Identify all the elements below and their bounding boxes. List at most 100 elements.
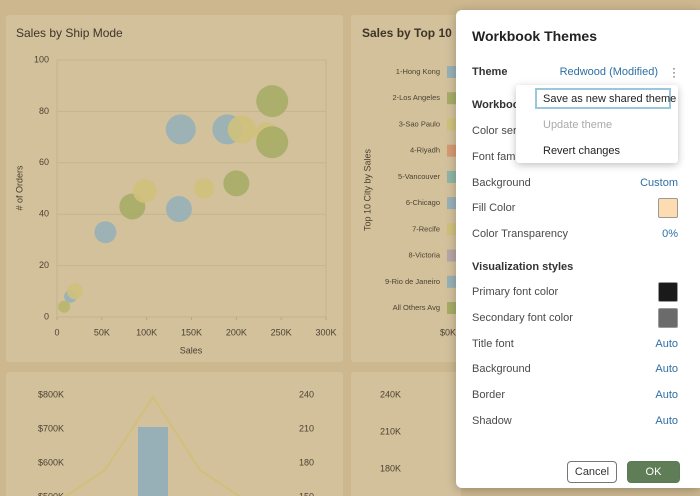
x-tick-label: 0 xyxy=(54,327,59,337)
category-label: 4-Riyadh xyxy=(410,146,440,155)
x-tick-label: 100K xyxy=(136,327,157,337)
y-axis-label: Top 10 City by Sales xyxy=(362,148,372,231)
bar-stub xyxy=(447,223,457,236)
y2-tick-label: 240 xyxy=(299,389,314,399)
category-label: 6-Chicago xyxy=(406,198,440,207)
theme-value[interactable]: Redwood (Modified) xyxy=(559,66,658,78)
line-shape xyxy=(64,395,241,496)
category-label: 5-Vancouver xyxy=(398,172,440,181)
y-tick-label: $600K xyxy=(38,457,64,467)
y-tick-label: 210K xyxy=(380,426,401,436)
x-tick-label: $0K xyxy=(440,327,456,337)
setting-value[interactable]: Auto xyxy=(655,389,678,402)
focus-outline xyxy=(535,88,671,109)
x-tick-label: 250K xyxy=(271,327,292,337)
category-label: 8-Victoria xyxy=(408,251,440,260)
x-tick-label: 200K xyxy=(226,327,247,337)
theme-menu: Save as new shared theme Update theme Re… xyxy=(516,85,678,163)
bar-stub xyxy=(447,249,457,262)
bubble xyxy=(256,85,289,118)
bar-stub xyxy=(447,66,457,78)
setting-value[interactable]: Auto xyxy=(655,415,678,427)
bubble xyxy=(227,115,256,144)
bubble xyxy=(165,114,196,145)
bar-stub xyxy=(447,144,457,157)
y-tick-label: 0 xyxy=(44,311,49,321)
y2-tick-label: 150 xyxy=(299,491,314,496)
category-label: 1-Hong Kong xyxy=(396,67,440,76)
category-label: All Others Avg xyxy=(393,303,440,312)
category-label: 7-Recife xyxy=(412,224,440,233)
category-label: 3-Sao Paulo xyxy=(399,119,440,128)
y-tick-label: 80 xyxy=(39,106,49,116)
setting-label: Shadow xyxy=(472,415,512,427)
y-tick-label: 40 xyxy=(39,209,49,219)
ok-button[interactable]: OK xyxy=(627,461,680,483)
panel xyxy=(351,15,461,362)
y2-tick-label: 210 xyxy=(299,423,314,433)
y-axis-label: # of Orders xyxy=(14,165,24,211)
x-tick-label: 300K xyxy=(315,327,336,337)
setting-label: Color Transparency xyxy=(472,228,568,241)
panel xyxy=(6,372,343,496)
category-label: 9-Rio de Janeiro xyxy=(385,277,440,286)
workbook-themes-dialog: Workbook Themes Theme Redwood (Modified)… xyxy=(456,10,700,488)
theme-label: Theme xyxy=(472,66,508,78)
bubble xyxy=(132,179,157,204)
panel-title: Sales by Top 10 xyxy=(362,26,452,40)
setting-label: Font family xyxy=(472,150,526,163)
bubble xyxy=(223,170,250,197)
color-swatch[interactable] xyxy=(658,198,678,219)
menu-item-disabled: Update theme xyxy=(543,119,613,131)
setting-label: Fill Color xyxy=(472,202,516,215)
y-tick-label: 60 xyxy=(39,157,49,167)
x-axis-label: Sales xyxy=(180,345,203,355)
bar-stub xyxy=(447,92,457,105)
dialog-title: Workbook Themes xyxy=(472,28,597,44)
cancel-button[interactable]: Cancel xyxy=(567,461,617,483)
y-tick-label: $800K xyxy=(38,389,64,399)
y-tick-label: 100 xyxy=(34,54,49,64)
x-tick-label: 50K xyxy=(94,327,110,337)
y-tick-label: 240K xyxy=(380,389,401,399)
bubble xyxy=(58,300,71,313)
more-menu-button[interactable]: · · · xyxy=(672,61,676,83)
color-swatch[interactable] xyxy=(658,282,678,302)
setting-label: Title font xyxy=(472,337,514,350)
setting-label: Background xyxy=(472,363,531,376)
bubble xyxy=(66,283,83,300)
bar-stub xyxy=(447,118,457,131)
y-tick-label: 180K xyxy=(380,463,401,473)
y-tick-label: 20 xyxy=(39,260,49,270)
bar-shape xyxy=(138,427,168,496)
y-tick-label: $500K xyxy=(38,491,64,496)
y-tick-label: $700K xyxy=(38,423,64,433)
setting-value[interactable]: Auto xyxy=(655,337,678,350)
bubble xyxy=(94,221,117,244)
bubble xyxy=(256,126,289,159)
bar-stub xyxy=(447,302,457,314)
setting-label: Background xyxy=(472,176,531,189)
x-tick-label: 150K xyxy=(181,327,202,337)
setting-value[interactable]: 0% xyxy=(662,228,678,241)
bubble xyxy=(194,178,215,199)
y2-tick-label: 180 xyxy=(299,457,314,467)
setting-value[interactable]: Custom xyxy=(640,176,678,189)
bar-stub xyxy=(447,275,457,288)
setting-label: Border xyxy=(472,389,506,402)
setting-value[interactable]: Auto xyxy=(655,363,678,376)
bar-stub xyxy=(447,170,457,183)
setting-label: Secondary font color xyxy=(472,311,573,324)
panel-title: Sales by Ship Mode xyxy=(16,26,123,40)
color-swatch[interactable] xyxy=(658,307,678,328)
panel xyxy=(351,372,461,496)
bubble xyxy=(165,196,192,223)
setting-label: Primary font color xyxy=(472,286,559,298)
category-label: 2-Los Angeles xyxy=(392,93,440,102)
section-title: Visualization styles xyxy=(472,261,574,273)
menu-item[interactable]: Revert changes xyxy=(543,145,621,157)
bar-stub xyxy=(447,197,457,210)
menu-item[interactable]: Save as new shared theme xyxy=(543,93,677,105)
